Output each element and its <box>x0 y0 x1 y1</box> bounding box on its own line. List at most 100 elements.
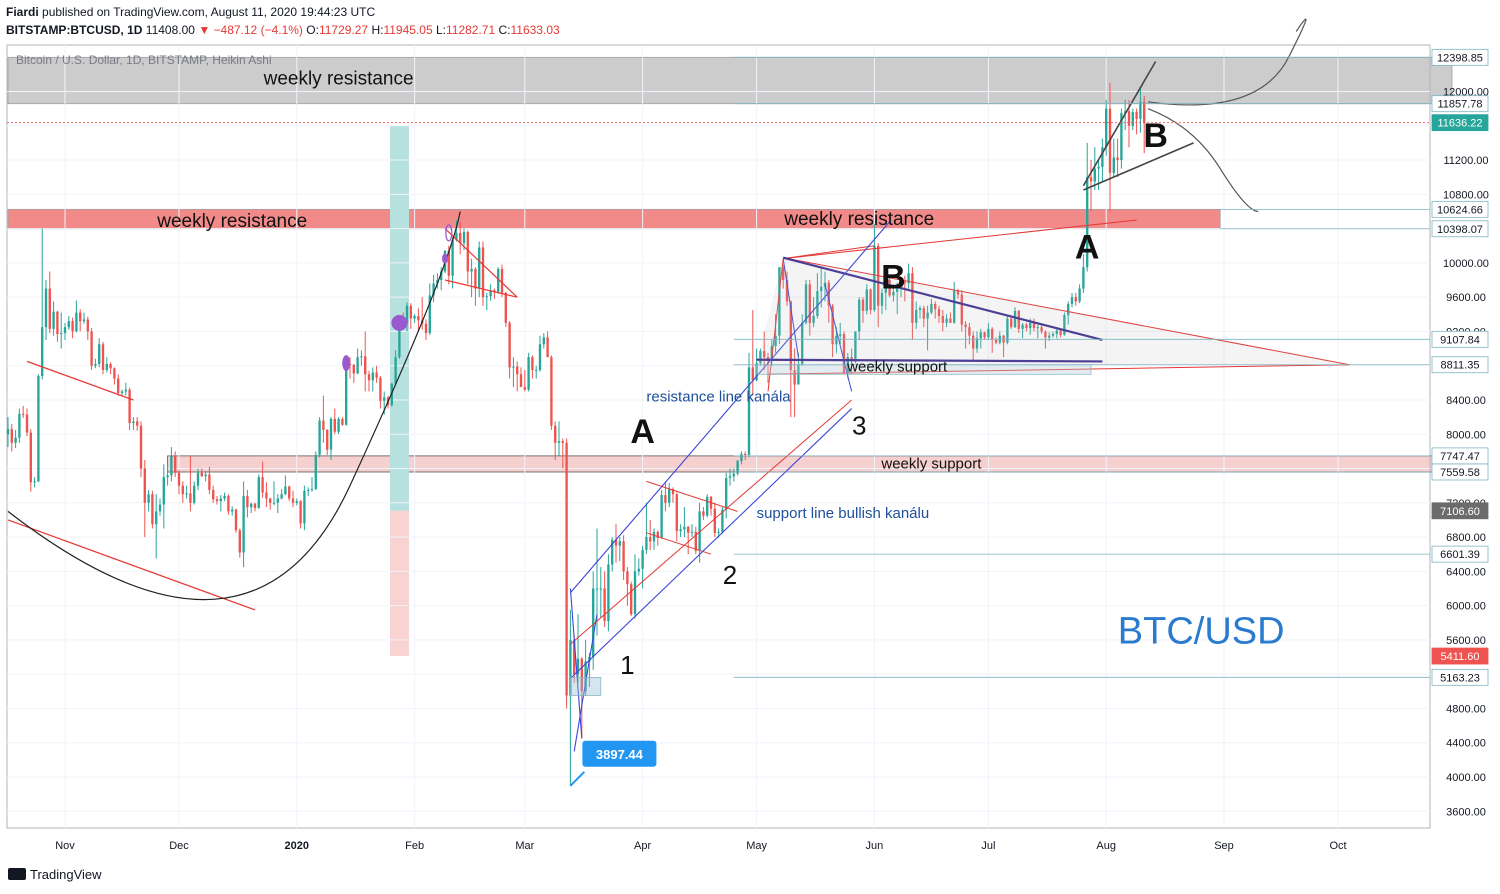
y-tick-label: 6400.00 <box>1446 566 1486 578</box>
candle <box>394 350 397 386</box>
trendline-red <box>444 279 518 298</box>
candle-body <box>288 486 291 499</box>
candle-body <box>801 322 804 364</box>
candle <box>1086 142 1089 272</box>
candle <box>816 273 819 319</box>
wedge-lower <box>1083 142 1194 191</box>
candle <box>527 352 530 392</box>
price-label-box <box>1431 330 1489 348</box>
candle-body <box>413 316 416 319</box>
candle <box>611 537 614 572</box>
zone-gray <box>7 56 1453 105</box>
candle-body <box>835 335 838 345</box>
marker-dot <box>342 355 351 372</box>
candle <box>227 494 230 515</box>
candle-body <box>196 472 200 486</box>
candle-body <box>820 286 823 292</box>
candle <box>322 395 325 443</box>
candle-body <box>79 312 82 322</box>
candle <box>307 487 310 496</box>
candle-body <box>174 455 177 473</box>
candle-body <box>424 323 428 334</box>
candle-body <box>953 290 956 323</box>
candle-body <box>1086 177 1089 268</box>
candle-body <box>295 501 298 503</box>
annotation-text: 3 <box>852 410 866 440</box>
candle-body <box>861 299 865 311</box>
candle-body <box>569 639 572 696</box>
price-label: 5411.60 <box>1441 651 1480 663</box>
candle <box>812 297 815 328</box>
candle <box>983 331 986 340</box>
candle-body <box>694 531 697 551</box>
candle-body <box>269 498 272 503</box>
candle-body <box>793 369 796 385</box>
candle-body <box>1112 157 1115 173</box>
candle-body <box>702 511 705 516</box>
candle <box>424 319 428 340</box>
candle <box>234 508 238 533</box>
annotations-layer: weekly resistance weekly resistance weekly… <box>156 69 1285 787</box>
candle-body <box>360 356 363 358</box>
candle-body <box>557 441 561 443</box>
candle <box>98 338 101 368</box>
candle <box>250 502 253 514</box>
candle-body <box>280 494 283 499</box>
candle-body <box>272 502 276 504</box>
candle <box>147 489 150 512</box>
candle-body <box>554 425 557 443</box>
candle <box>310 477 314 492</box>
weekly-support-line <box>756 358 1103 363</box>
candle <box>356 348 359 375</box>
candle <box>379 375 382 409</box>
candle <box>67 316 70 330</box>
candle <box>352 363 355 383</box>
candle-body <box>751 367 754 381</box>
candle <box>158 498 162 516</box>
candle-body <box>200 472 203 477</box>
price-label-box <box>1431 502 1489 520</box>
candle-body <box>155 511 158 525</box>
candle-body <box>899 281 903 285</box>
candle-body <box>915 310 918 323</box>
x-tick-label: 2020 <box>285 840 309 852</box>
candle-body <box>318 420 321 455</box>
candle <box>888 275 891 298</box>
candle-body <box>744 453 747 455</box>
candle <box>592 571 595 670</box>
candle <box>71 317 74 339</box>
trendline-red <box>783 219 1137 260</box>
cup-curve <box>7 211 461 601</box>
price-label: 8811.35 <box>1441 360 1480 372</box>
candle <box>1082 254 1085 293</box>
candles-layer <box>6 82 1146 786</box>
wave-line <box>782 258 799 358</box>
candle-body <box>143 468 146 503</box>
candle-body <box>842 333 846 373</box>
candle-body <box>675 494 678 532</box>
candle <box>500 264 504 298</box>
candle-body <box>383 397 386 401</box>
triangle-fill <box>756 257 1350 365</box>
candle <box>299 500 302 529</box>
candle-body <box>219 498 222 502</box>
ohlc-line: BITSTAMP:BTCUSD, 1D 11408.00 ▼ −487.12 (… <box>6 23 560 37</box>
candle <box>808 280 811 336</box>
candle-body <box>326 429 329 450</box>
price-label-box <box>1431 95 1489 113</box>
symbol-label: BITSTAMP:BTCUSD, 1D <box>6 23 143 37</box>
candle <box>341 417 344 426</box>
publish-info: Fiardi published on TradingView.com, Aug… <box>6 5 375 19</box>
low-value: 11282.71 <box>445 23 496 37</box>
candle <box>721 507 724 534</box>
candle-body <box>660 495 663 538</box>
candle-body <box>208 474 211 490</box>
zone-label: weekly resistance <box>156 211 307 232</box>
candle-body <box>1048 335 1051 338</box>
candle-body <box>481 247 485 298</box>
candle <box>1093 147 1096 191</box>
candle <box>785 271 789 306</box>
price-label-box <box>1431 545 1489 563</box>
candle-body <box>1082 267 1085 289</box>
